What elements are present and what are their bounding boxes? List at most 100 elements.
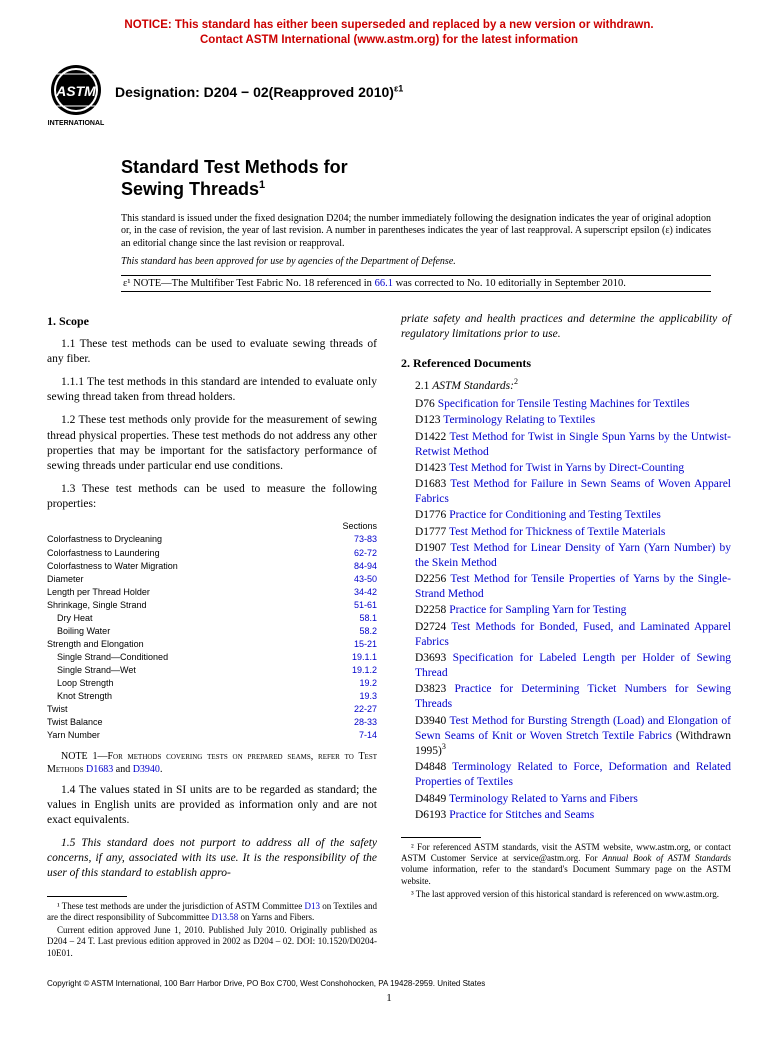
note-1: NOTE 1—For methods covering tests on pre… (47, 750, 377, 776)
section-link[interactable]: 34-42 (354, 586, 377, 599)
footnote-separator (47, 896, 127, 897)
ref-code: D1777 (415, 526, 449, 538)
ref-item: D1683 Test Method for Failure in Sewn Se… (401, 477, 731, 507)
table-row: Yarn Number7-14 (47, 729, 377, 742)
note1-ref-d1683[interactable]: D1683 (86, 764, 113, 775)
designation: Designation: D204 − 02(Reapproved 2010)ε… (115, 84, 403, 100)
section-link[interactable]: 51-61 (354, 599, 377, 612)
table-row: Loop Strength19.2 (47, 677, 377, 690)
ref-code: D4848 (415, 761, 452, 773)
ref-code: D3823 (415, 683, 455, 695)
footnote-2: ² For referenced ASTM standards, visit t… (401, 842, 731, 887)
ref-title-link[interactable]: Test Method for Thickness of Textile Mat… (449, 526, 665, 538)
copyright-line: Copyright © ASTM International, 100 Barr… (47, 979, 731, 988)
ref-title-link[interactable]: Practice for Stitches and Seams (449, 809, 594, 821)
title-block: Standard Test Methods for Sewing Threads… (121, 156, 731, 201)
ref-item: D3940 Test Method for Bursting Strength … (401, 714, 731, 760)
table-row: Twist Balance28-33 (47, 716, 377, 729)
note1-ref-d3940[interactable]: D3940 (133, 764, 160, 775)
properties-table: Sections Colorfastness to Drycleaning73-… (47, 520, 377, 742)
right-column: priate safety and health practices and d… (401, 312, 731, 961)
section-link[interactable]: 43-50 (354, 573, 377, 586)
ref-code: D1422 (415, 431, 450, 443)
fn-link-d13[interactable]: D13 (304, 901, 320, 911)
ref-code: D4849 (415, 793, 449, 805)
para-1-3: 1.3 These test methods can be used to me… (47, 482, 377, 512)
designation-text: Designation: D204 − 02(Reapproved 2010) (115, 84, 394, 100)
intro-para-2: This standard has been approved for use … (121, 256, 711, 269)
ref-title-link[interactable]: Specification for Labeled Length per Hol… (415, 652, 731, 679)
section-link[interactable]: 15-21 (354, 638, 377, 651)
section-link[interactable]: 19.1.1 (352, 651, 377, 664)
ref-title-link[interactable]: Practice for Sampling Yarn for Testing (449, 604, 626, 616)
section-link[interactable]: 84-94 (354, 560, 377, 573)
ref-title-link[interactable]: Test Method for Tensile Properties of Ya… (415, 573, 731, 600)
ref-title-link[interactable]: Practice for Determining Ticket Numbers … (415, 683, 731, 710)
ref-code: D1907 (415, 542, 450, 554)
table-row: Dry Heat58.1 (47, 612, 377, 625)
table-row: Diameter43-50 (47, 573, 377, 586)
ref-item: D6193 Practice for Stitches and Seams (401, 808, 731, 823)
ref-code: D123 (415, 414, 443, 426)
ref-title-link[interactable]: Practice for Conditioning and Testing Te… (449, 509, 661, 521)
note-ref-link[interactable]: 66.1 (375, 278, 393, 289)
ref-title-link[interactable]: Test Method for Linear Density of Yarn (… (415, 542, 731, 569)
two-column-body: 1. Scope 1.1 These test methods can be u… (47, 312, 731, 961)
para-1-1-1: 1.1.1 The test methods in this standard … (47, 375, 377, 405)
fn-link-d1358[interactable]: D13.58 (211, 912, 238, 922)
section-link[interactable]: 58.2 (359, 625, 377, 638)
footnotes-right: ² For referenced ASTM standards, visit t… (401, 842, 731, 900)
table-row: Single Strand—Conditioned19.1.1 (47, 651, 377, 664)
designation-sup: ε1 (394, 83, 403, 93)
left-column: 1. Scope 1.1 These test methods can be u… (47, 312, 377, 961)
ref-code: D3693 (415, 652, 453, 664)
subhead-2-1: 2.1 ASTM Standards:2 (401, 379, 731, 394)
ref-code: D76 (415, 398, 438, 410)
page-number: 1 (47, 992, 731, 1004)
ref-title-link[interactable]: Test Methods for Bonded, Fused, and Lami… (415, 621, 731, 648)
ref-code: D2256 (415, 573, 450, 585)
footnotes-left: ¹ These test methods are under the juris… (47, 901, 377, 959)
ref-code: D2258 (415, 604, 449, 616)
section-link[interactable]: 22-27 (354, 703, 377, 716)
section-link[interactable]: 19.1.2 (352, 664, 377, 677)
ref-item: D1777 Test Method for Thickness of Texti… (401, 525, 731, 540)
para-1-5: 1.5 This standard does not purport to ad… (47, 836, 377, 882)
ref-item: D1422 Test Method for Twist in Single Sp… (401, 430, 731, 460)
notice-line-1: NOTICE: This standard has either been su… (124, 19, 653, 31)
table-row: Boiling Water58.2 (47, 625, 377, 638)
ref-code: D1423 (415, 462, 449, 474)
ref-list: 2.1 ASTM Standards:2 D76 Specification f… (401, 379, 731, 823)
para-1-4: 1.4 The values stated in SI units are to… (47, 783, 377, 829)
section-link[interactable]: 58.1 (359, 612, 377, 625)
ref-item: D4848 Terminology Related to Force, Defo… (401, 760, 731, 790)
ref-item: D1907 Test Method for Linear Density of … (401, 541, 731, 571)
section-link[interactable]: 19.2 (359, 677, 377, 690)
section-link[interactable]: 19.3 (359, 690, 377, 703)
table-row: Colorfastness to Water Migration84-94 (47, 560, 377, 573)
ref-code: D2724 (415, 621, 451, 633)
ref-title-link[interactable]: Test Method for Twist in Single Spun Yar… (415, 431, 731, 458)
ref-title-link[interactable]: Terminology Related to Yarns and Fibers (449, 793, 638, 805)
footnote-1b: Current edition approved June 1, 2010. P… (47, 925, 377, 959)
astm-logo: ASTM INTERNATIONAL (47, 64, 105, 128)
ref-item: D3693 Specification for Labeled Length p… (401, 651, 731, 681)
ref-item: D76 Specification for Tensile Testing Ma… (401, 397, 731, 412)
table-row: Knot Strength19.3 (47, 690, 377, 703)
ref-item: D1776 Practice for Conditioning and Test… (401, 508, 731, 523)
ref-title-link[interactable]: Terminology Related to Force, Deformatio… (415, 761, 731, 788)
ref-title-link[interactable]: Specification for Tensile Testing Machin… (438, 398, 690, 410)
para-1-2: 1.2 These test methods only provide for … (47, 413, 377, 474)
section-link[interactable]: 73-83 (354, 533, 377, 546)
table-row: Length per Thread Holder34-42 (47, 586, 377, 599)
ref-title-link[interactable]: Test Method for Failure in Sewn Seams of… (415, 478, 731, 505)
ref-code: D6193 (415, 809, 449, 821)
section-link[interactable]: 62-72 (354, 547, 377, 560)
ref-title-link[interactable]: Terminology Relating to Textiles (443, 414, 595, 426)
ref-code: D1776 (415, 509, 449, 521)
section-link[interactable]: 7-14 (359, 729, 377, 742)
scope-heading: 1. Scope (47, 314, 377, 330)
ref-title-link[interactable]: Test Method for Twist in Yarns by Direct… (449, 462, 684, 474)
section-link[interactable]: 28-33 (354, 716, 377, 729)
footnote-3: ³ The last approved version of this hist… (401, 889, 731, 900)
